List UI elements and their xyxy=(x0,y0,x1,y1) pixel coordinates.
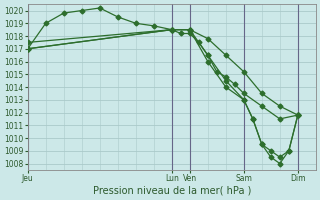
X-axis label: Pression niveau de la mer( hPa ): Pression niveau de la mer( hPa ) xyxy=(92,186,251,196)
